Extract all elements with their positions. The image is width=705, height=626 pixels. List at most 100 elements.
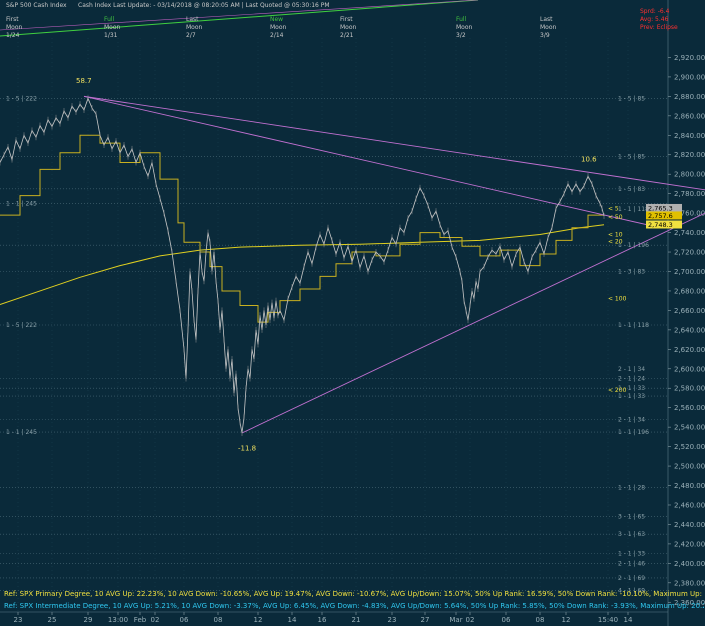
y-tick-label: 2,720.00	[674, 249, 705, 257]
left-level-label: 1 - 5 | 222	[6, 95, 37, 102]
y-tick-label: 2,800.00	[674, 171, 705, 179]
y-tick-label: 2,860.00	[674, 112, 705, 120]
y-tick-label: 2,500.00	[674, 463, 705, 471]
moon-phase-label: Last	[186, 16, 199, 23]
moving-average-label: < 20	[608, 238, 623, 245]
moon-name-label: Moon	[270, 24, 287, 31]
trendline	[83, 95, 705, 191]
right-level-label: 4 - 1 | 69	[618, 588, 645, 595]
footer-intermediate-degree: Ref: SPX Intermediate Degree, 10 AVG Up:…	[4, 602, 704, 610]
moon-phase-label: First	[6, 16, 19, 23]
moving-average-label: < 50	[608, 214, 623, 221]
chart-subtitle: Cash Index Last Update: - 03/14/2018 @ 0…	[78, 2, 330, 9]
x-tick-label: 15:40	[598, 616, 618, 624]
header-stat: Sprd: -6.4	[640, 8, 670, 15]
x-tick-label: 12	[254, 616, 263, 624]
y-tick-label: 2,740.00	[674, 229, 705, 237]
moon-name-label: Moon	[540, 24, 557, 31]
price-tag-box	[646, 211, 682, 220]
moon-phase-label: New	[270, 16, 284, 23]
right-level-label: 3 - 1 | 63	[618, 531, 645, 538]
x-tick-label: 08	[214, 616, 223, 624]
right-level-label: 1 - 1 | 196	[618, 429, 649, 436]
right-level-label: 1 - 5 | 85	[618, 95, 645, 102]
price-line	[0, 97, 605, 434]
y-tick-label: 2,900.00	[674, 73, 705, 81]
price-tag-label: 2,748.3	[648, 221, 673, 229]
moon-name-label: Moon	[104, 24, 121, 31]
moving-average-label: < 10	[608, 232, 623, 239]
y-tick-label: 2,600.00	[674, 365, 705, 373]
x-tick-label: 25	[48, 616, 57, 624]
header-diagonal-line	[0, 0, 479, 31]
yellow-long-average	[0, 224, 605, 306]
y-tick-label: 2,920.00	[674, 54, 705, 62]
x-tick-label: 21	[352, 616, 361, 624]
moon-date: 2/7	[186, 32, 196, 39]
y-tick-label: 2,680.00	[674, 287, 705, 295]
y-tick-label: 2,620.00	[674, 346, 705, 354]
header-stat: Avg: 5.46	[640, 16, 669, 23]
y-tick-label: 2,460.00	[674, 501, 705, 509]
x-tick-label: 06	[502, 616, 511, 624]
right-level-label: 1 - 1 | 196	[618, 242, 649, 249]
moon-date: 1/24	[6, 32, 20, 39]
price-tag-label: 2,757.6	[648, 212, 673, 220]
y-tick-label: 2,780.00	[674, 190, 705, 198]
right-level-label: 1 - 3 | 83	[618, 268, 645, 275]
peak-annotation: 58.7	[76, 77, 92, 85]
right-level-label: 1 - 5 | 85	[618, 154, 645, 161]
moving-average-label: < 200	[608, 387, 627, 394]
price-tag-label: 2,765.3	[648, 204, 673, 212]
y-tick-label: 2,660.00	[674, 307, 705, 315]
right-level-label: 2 - 1 | 69	[618, 575, 645, 582]
right-level-label: 1 - 1 | 33	[618, 393, 645, 400]
y-tick-label: 2,440.00	[674, 521, 705, 529]
y-tick-label: 2,820.00	[674, 151, 705, 159]
left-level-label: 1 - 5 | 222	[6, 322, 37, 329]
x-tick-label: 14	[624, 616, 633, 624]
x-tick-label: 06	[180, 616, 189, 624]
moon-date: 3/9	[540, 32, 550, 39]
header-stat: Prev: Eclipse	[640, 24, 678, 31]
right-level-label: 1 - 5 | 83	[618, 186, 645, 193]
x-tick-label: Feb	[134, 616, 147, 624]
y-tick-label: 2,840.00	[674, 132, 705, 140]
x-tick-label: 14	[288, 616, 297, 624]
x-tick-label: 29	[84, 616, 93, 624]
y-tick-label: 2,360.00	[674, 599, 705, 607]
moving-average-label: < 100	[608, 296, 627, 303]
left-level-label: 1 - 1 | 245	[6, 429, 37, 436]
moon-name-label: Moon	[186, 24, 203, 31]
right-level-label: 2 - 1 | 24	[618, 376, 645, 383]
y-tick-label: 2,400.00	[674, 560, 705, 568]
moon-date: 1/31	[104, 32, 118, 39]
y-tick-label: 2,420.00	[674, 540, 705, 548]
y-tick-label: 2,580.00	[674, 385, 705, 393]
peak-annotation: -11.8	[238, 445, 256, 453]
y-tick-label: 2,540.00	[674, 424, 705, 432]
chart-title: S&P 500 Cash Index	[6, 2, 67, 9]
right-level-label: 2 - 1 | 34	[618, 416, 645, 423]
right-level-label: 1 - 1 | 28	[618, 484, 645, 491]
x-tick-label: 02	[151, 616, 160, 624]
right-level-label: 1 - 1 | 33	[618, 551, 645, 558]
moon-name-label: Moon	[456, 24, 473, 31]
x-tick-label: 13:00	[108, 616, 128, 624]
moon-phase-label: Last	[540, 16, 553, 23]
y-tick-label: 2,640.00	[674, 326, 705, 334]
right-level-label: 1 - 1 | 118	[618, 322, 649, 329]
x-tick-label: 02	[466, 616, 475, 624]
x-tick-label: Mar	[449, 616, 462, 624]
x-tick-label: 16	[318, 616, 327, 624]
price-tag-box	[646, 203, 682, 212]
x-tick-label: 23	[14, 616, 23, 624]
moon-name-label: Moon	[6, 24, 23, 31]
y-tick-label: 2,480.00	[674, 482, 705, 490]
moon-date: 2/14	[270, 32, 284, 39]
left-level-label: 1 - 1 | 245	[6, 200, 37, 207]
y-tick-label: 2,560.00	[674, 404, 705, 412]
price-tag-box	[646, 220, 682, 229]
